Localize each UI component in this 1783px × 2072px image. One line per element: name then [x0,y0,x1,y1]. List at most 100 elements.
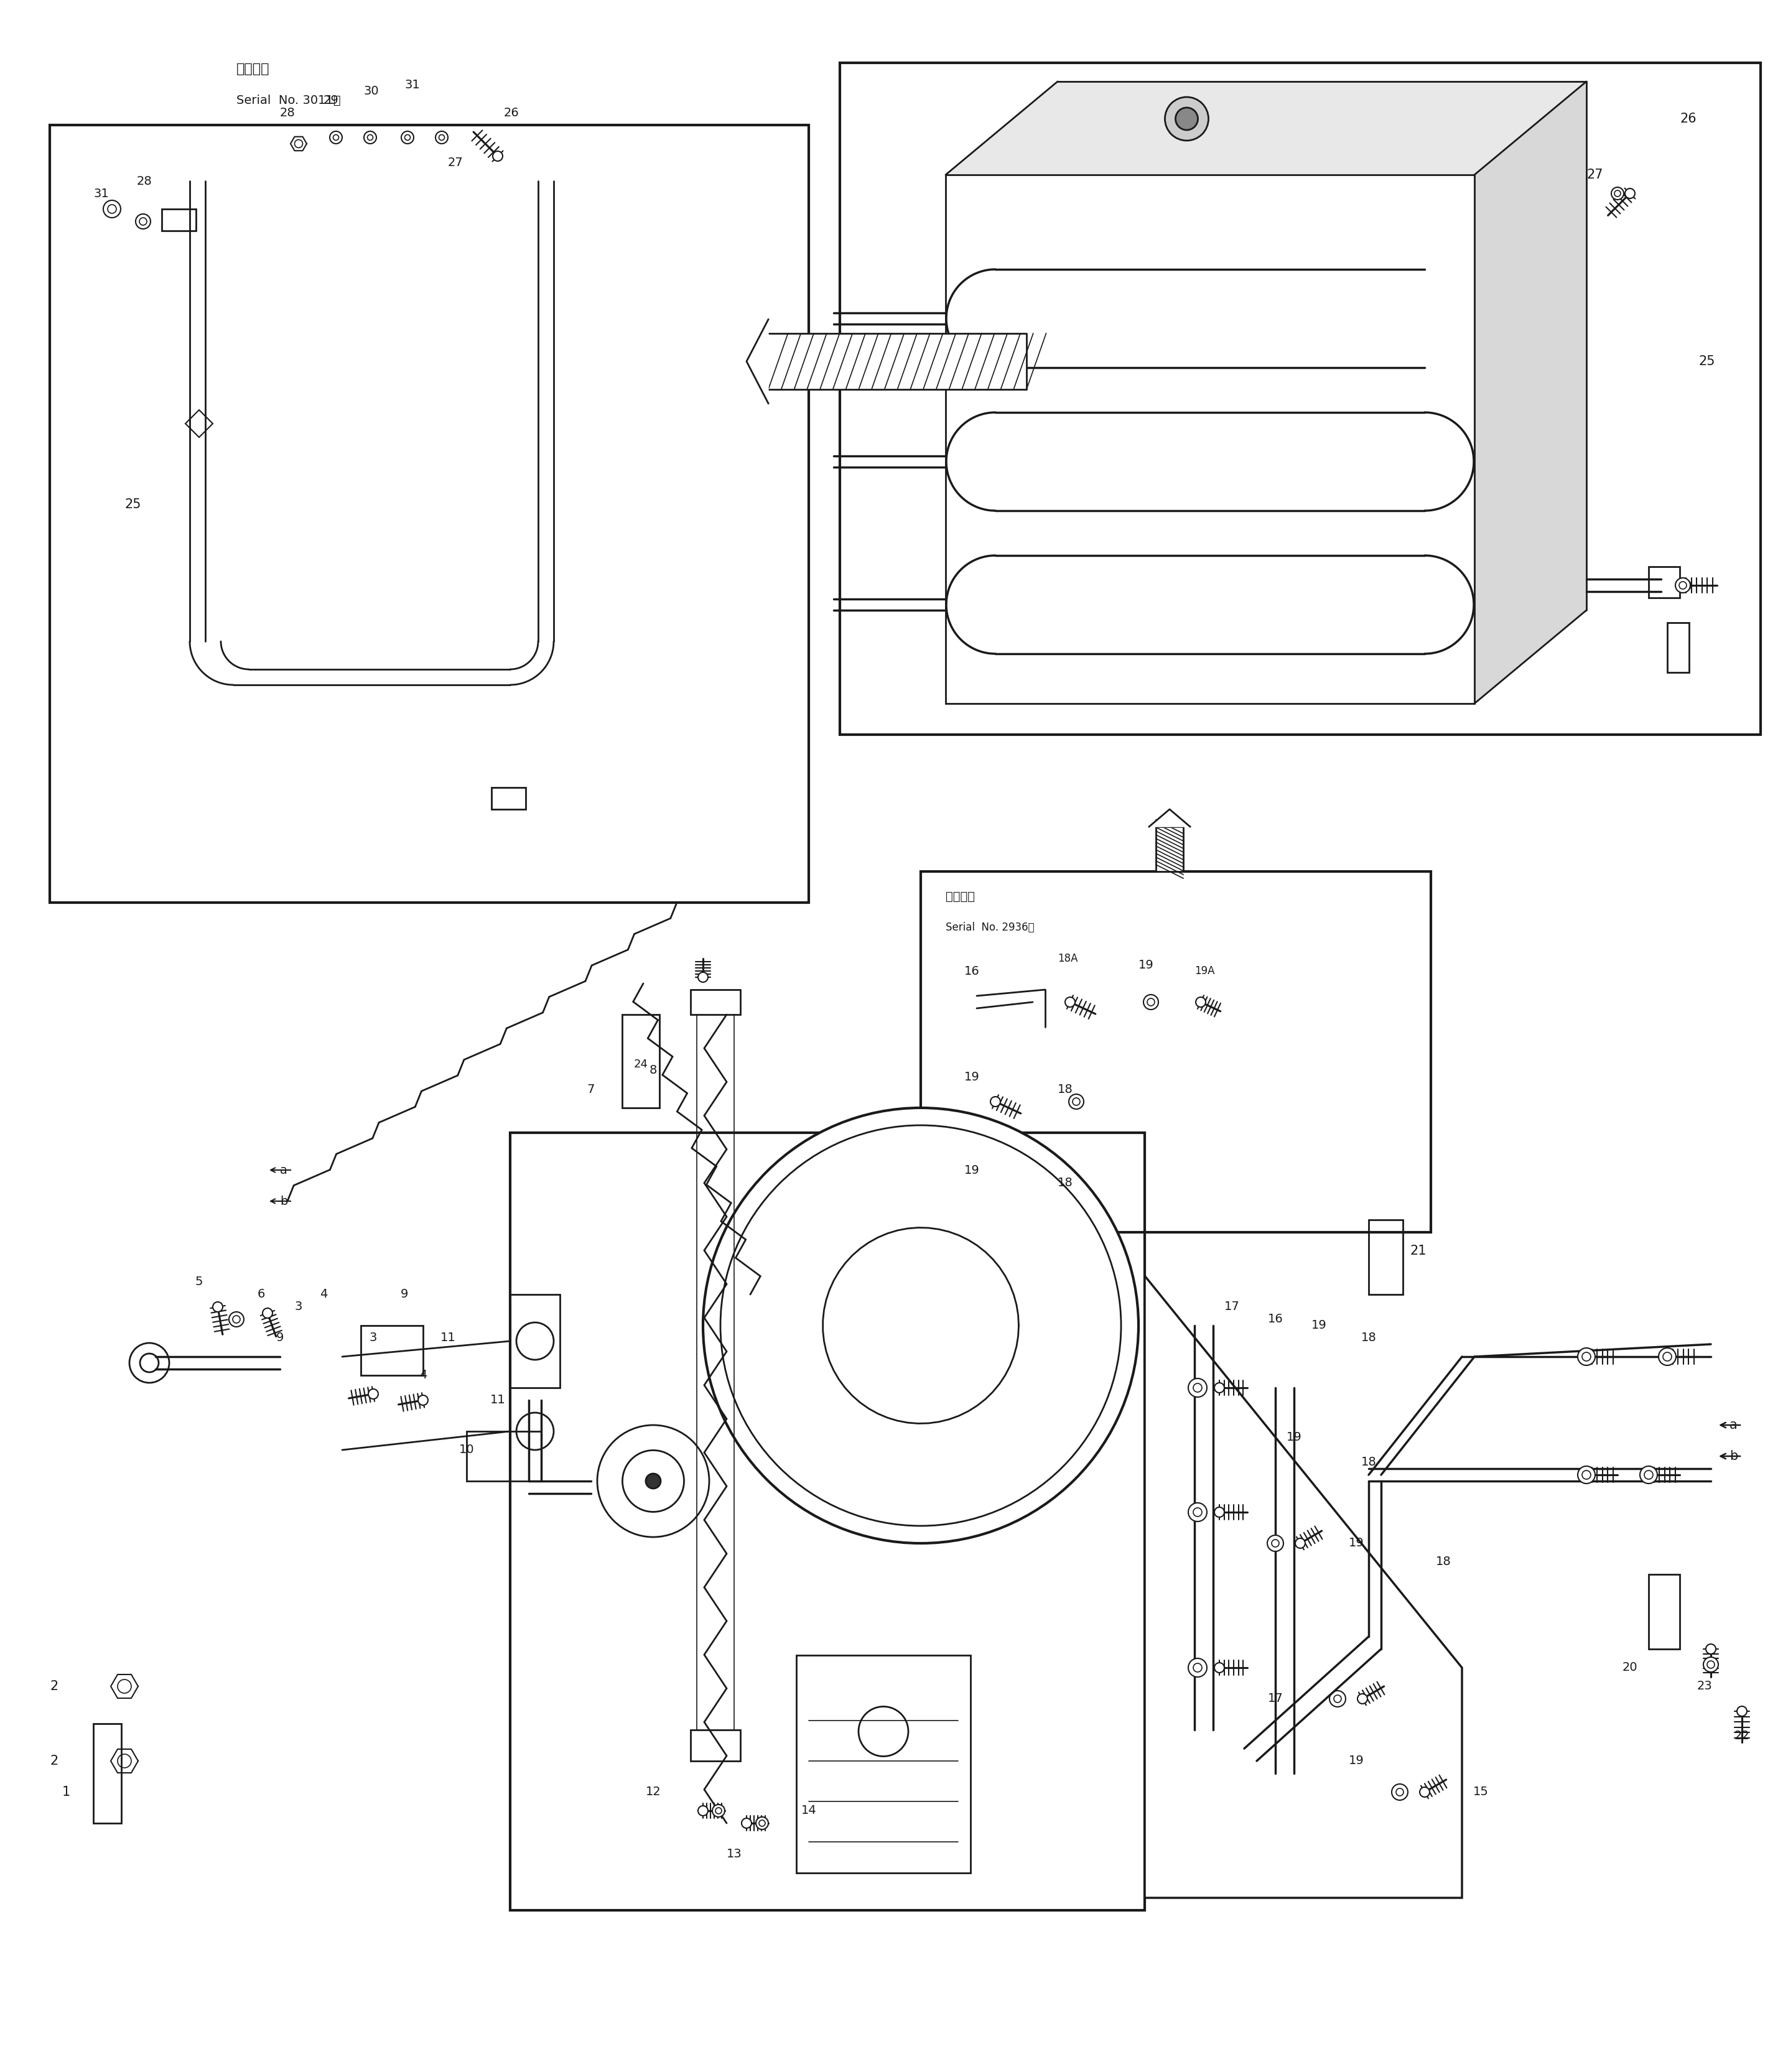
Circle shape [1640,1467,1658,1484]
Circle shape [1164,97,1209,141]
Circle shape [1664,1353,1672,1361]
Text: 28: 28 [280,106,296,118]
Circle shape [990,1096,1000,1106]
Circle shape [756,1817,768,1830]
Text: 5: 5 [194,1276,203,1289]
Polygon shape [945,81,1587,174]
Polygon shape [747,319,768,404]
Text: 8: 8 [649,1065,658,1077]
Circle shape [401,131,414,143]
Text: 19: 19 [1139,959,1154,970]
Circle shape [1393,1784,1409,1801]
Text: 27: 27 [448,157,464,168]
Text: 9: 9 [401,1289,408,1301]
Circle shape [715,1807,722,1813]
Text: 2: 2 [50,1680,59,1693]
Circle shape [1214,1662,1225,1672]
Circle shape [1737,1705,1747,1716]
Text: 26: 26 [1680,112,1696,124]
Circle shape [1294,1537,1305,1548]
Circle shape [1073,1098,1080,1104]
Text: 6: 6 [257,1289,266,1301]
Text: 31: 31 [405,79,419,91]
Bar [840,62,1760,736]
Circle shape [1214,1382,1225,1392]
Polygon shape [1155,827,1184,872]
Circle shape [405,135,410,141]
Circle shape [330,131,342,143]
Circle shape [107,205,116,213]
Circle shape [1676,578,1690,593]
Text: 1: 1 [62,1786,71,1798]
Text: Serial  No. 3011～: Serial No. 3011～ [237,93,341,106]
Text: 18: 18 [1057,1084,1073,1096]
Circle shape [1396,1788,1403,1796]
Text: 19A: 19A [1195,966,1214,976]
Text: 19: 19 [1311,1320,1327,1332]
Text: 25: 25 [125,497,141,510]
Bar [1369,1220,1403,1295]
Polygon shape [1475,81,1587,704]
Circle shape [1271,1539,1278,1548]
Circle shape [1334,1695,1341,1703]
Text: a: a [280,1164,287,1177]
Text: 2: 2 [50,1755,59,1767]
Text: 22: 22 [1735,1730,1749,1743]
Text: b: b [1730,1450,1738,1463]
Circle shape [492,151,503,162]
Bar [162,209,196,230]
Text: 19: 19 [1286,1432,1302,1444]
Circle shape [212,1301,223,1312]
Text: 11: 11 [440,1332,456,1345]
Circle shape [1143,995,1159,1009]
Circle shape [1419,1788,1430,1796]
Text: 19: 19 [965,1071,979,1084]
Circle shape [742,1819,751,1828]
Text: 21: 21 [1410,1245,1426,1258]
Circle shape [232,1316,241,1324]
Text: 17: 17 [1225,1301,1239,1314]
Bar [510,1133,1145,1910]
Circle shape [1193,1664,1202,1672]
Circle shape [1578,1349,1596,1365]
Polygon shape [1148,810,1189,827]
Circle shape [228,1312,244,1326]
Text: 9: 9 [276,1332,283,1345]
Text: 19: 19 [965,1164,979,1177]
Text: 26: 26 [505,106,519,118]
Circle shape [1582,1353,1590,1361]
Text: 23: 23 [1697,1680,1712,1693]
Circle shape [1662,1351,1672,1361]
Circle shape [1614,191,1621,197]
Text: 30: 30 [364,85,380,97]
Circle shape [262,1307,273,1318]
Circle shape [1582,1351,1592,1361]
Polygon shape [185,410,212,437]
Text: a: a [1730,1419,1737,1432]
Bar [1649,1575,1680,1649]
Circle shape [1680,582,1687,588]
Text: 18: 18 [1360,1457,1376,1469]
Text: 16: 16 [965,966,979,976]
Circle shape [1644,1471,1653,1479]
Text: Serial  No. 2936～: Serial No. 2936～ [945,922,1034,932]
Circle shape [1578,1467,1596,1484]
Bar [50,124,809,903]
Circle shape [697,1807,708,1815]
Circle shape [1187,1378,1207,1397]
Text: 適用号機: 適用号機 [237,62,269,75]
Circle shape [103,201,121,218]
Circle shape [364,131,376,143]
Text: 27: 27 [1587,168,1603,180]
Circle shape [417,1394,428,1405]
Circle shape [1681,580,1690,591]
Circle shape [1658,1349,1676,1365]
Circle shape [1064,997,1075,1007]
Bar [945,174,1475,704]
Circle shape [1582,1469,1592,1479]
Text: 適用号機: 適用号機 [945,891,975,901]
Text: 18: 18 [1360,1332,1376,1345]
Bar [93,1724,121,1823]
Text: 12: 12 [645,1786,661,1798]
Circle shape [435,131,448,143]
